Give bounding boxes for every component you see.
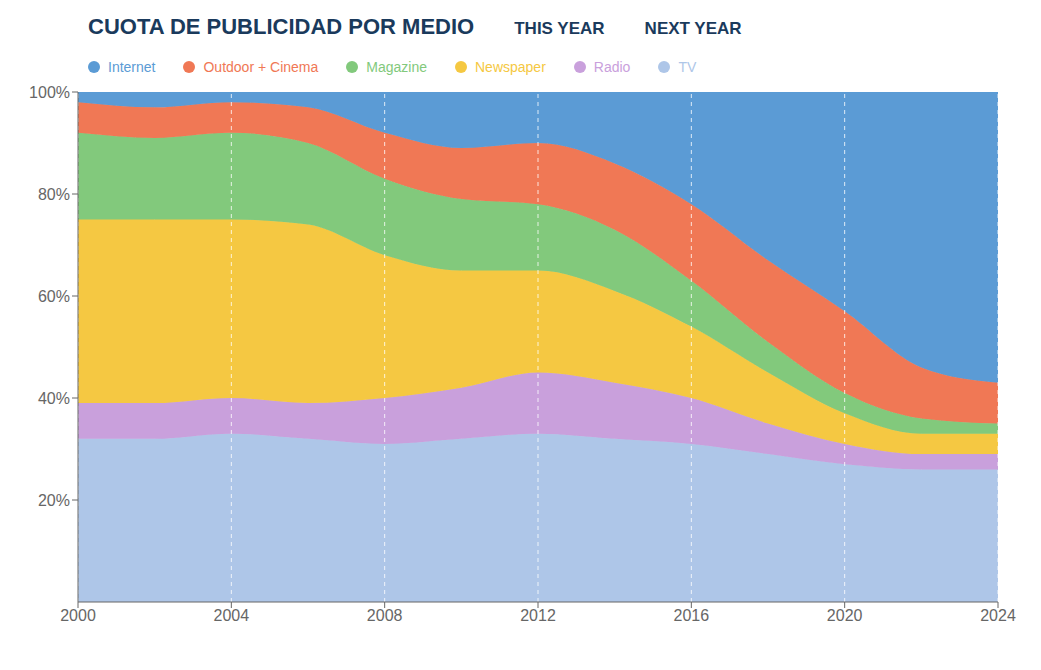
- svg-text:20%: 20%: [38, 492, 70, 509]
- html-text:TV: TV: [678, 59, 697, 75]
- svg-text:100%: 100%: [29, 84, 70, 101]
- html-text:NEXT YEAR: NEXT YEAR: [644, 19, 742, 38]
- html-text:Newspaper: Newspaper: [475, 59, 546, 75]
- svg-text:2020: 2020: [827, 607, 863, 624]
- svg-text:80%: 80%: [38, 186, 70, 203]
- html-text:Outdoor + Cinema: Outdoor + Cinema: [203, 59, 319, 75]
- html-text:Internet: Internet: [108, 59, 156, 75]
- svg-text:2016: 2016: [674, 607, 710, 624]
- html-text:THIS YEAR: THIS YEAR: [514, 19, 605, 38]
- svg-text:2004: 2004: [214, 607, 250, 624]
- html-text:Radio: Radio: [593, 59, 631, 75]
- svg-text:40%: 40%: [38, 390, 70, 407]
- svg-text:2012: 2012: [520, 607, 556, 624]
- html-text:CUOTA DE PUBLICIDAD POR MEDIO: CUOTA DE PUBLICIDAD POR MEDIO: [88, 14, 475, 39]
- svg-text:2024: 2024: [980, 607, 1016, 624]
- svg-text:2000: 2000: [60, 607, 96, 624]
- html-text:Magazine: Magazine: [366, 59, 427, 75]
- svg-text:60%: 60%: [38, 288, 70, 305]
- svg-text:2008: 2008: [367, 607, 403, 624]
